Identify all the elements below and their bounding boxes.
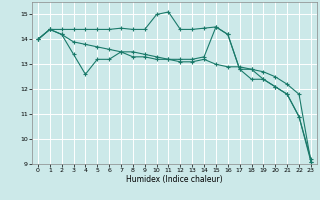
X-axis label: Humidex (Indice chaleur): Humidex (Indice chaleur) xyxy=(126,175,223,184)
